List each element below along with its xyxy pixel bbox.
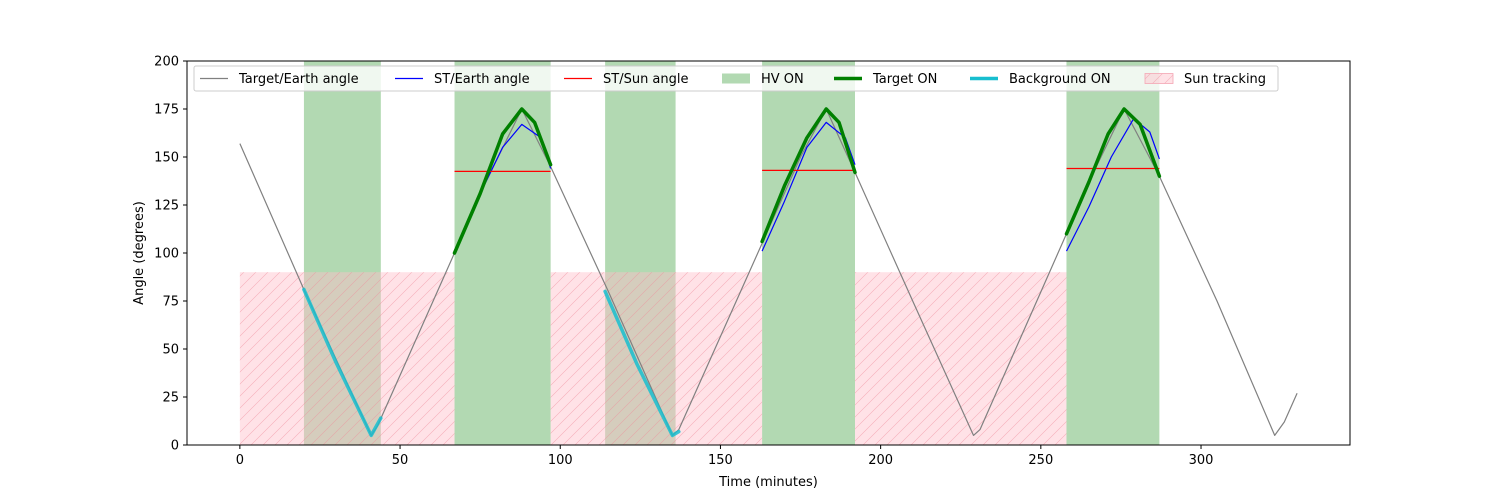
st-earth-angle-line-3 xyxy=(1065,117,1160,252)
legend-label-st-earth-angle: ST/Earth angle xyxy=(434,72,530,87)
legend: Target/Earth angle ST/Earth angle ST/Sun a… xyxy=(193,65,1279,92)
y-tick-label-100: 100 xyxy=(154,247,179,262)
y-tick-label-175: 175 xyxy=(154,103,179,118)
sun-tracking-region-2 xyxy=(550,272,763,445)
legend-label-target-on: Target ON xyxy=(872,72,937,87)
legend-label-sun-tracking: Sun tracking xyxy=(1184,72,1266,87)
x-tick-label-250: 250 xyxy=(1028,453,1053,468)
y-tick-label-50: 50 xyxy=(162,343,179,358)
y-axis-title: Angle (degrees) xyxy=(132,201,147,305)
y-tick-label-25: 25 xyxy=(162,391,179,406)
sun-tracking-region-3 xyxy=(855,272,1067,445)
legend-swatch-sun-tracking xyxy=(1144,73,1174,84)
hv-on-span-2 xyxy=(454,61,551,445)
x-tick-label-100: 100 xyxy=(548,453,573,468)
legend-label-st-sun-angle: ST/Sun angle xyxy=(603,72,689,87)
x-tick-label-50: 50 xyxy=(392,453,409,468)
x-tick-label-200: 200 xyxy=(868,453,893,468)
sun-tracking-region-1 xyxy=(239,272,455,445)
hv-on-span-4 xyxy=(762,61,856,445)
legend-box xyxy=(193,65,1279,92)
x-axis-title: Time (minutes) xyxy=(718,475,818,490)
axis-ticks: 0 50 100 150 200 250 300 0 25 50 75 100 125 150 175 200 xyxy=(154,55,1213,469)
background-on-line-2 xyxy=(603,289,681,438)
background-on-line-1 xyxy=(302,287,383,438)
legend-label-target-earth-angle: Target/Earth angle xyxy=(238,72,359,87)
legend-label-background-on: Background ON xyxy=(1009,72,1111,87)
target-on-line-1 xyxy=(452,107,553,255)
x-tick-label-150: 150 xyxy=(708,453,733,468)
y-tick-label-75: 75 xyxy=(162,295,179,310)
x-tick-label-0: 0 xyxy=(236,453,244,468)
y-tick-label-150: 150 xyxy=(154,151,179,166)
plot-area xyxy=(239,61,1298,445)
y-tick-label-125: 125 xyxy=(154,199,179,214)
target-on-line-2 xyxy=(760,107,857,244)
legend-label-hv-on: HV ON xyxy=(761,72,804,87)
x-tick-label-300: 300 xyxy=(1189,453,1214,468)
hv-on-span-5 xyxy=(1066,61,1160,445)
legend-swatch-hv-on xyxy=(722,73,750,84)
y-tick-label-200: 200 xyxy=(154,55,179,70)
target-on-line-3 xyxy=(1064,107,1162,236)
y-tick-label-0: 0 xyxy=(171,439,179,454)
